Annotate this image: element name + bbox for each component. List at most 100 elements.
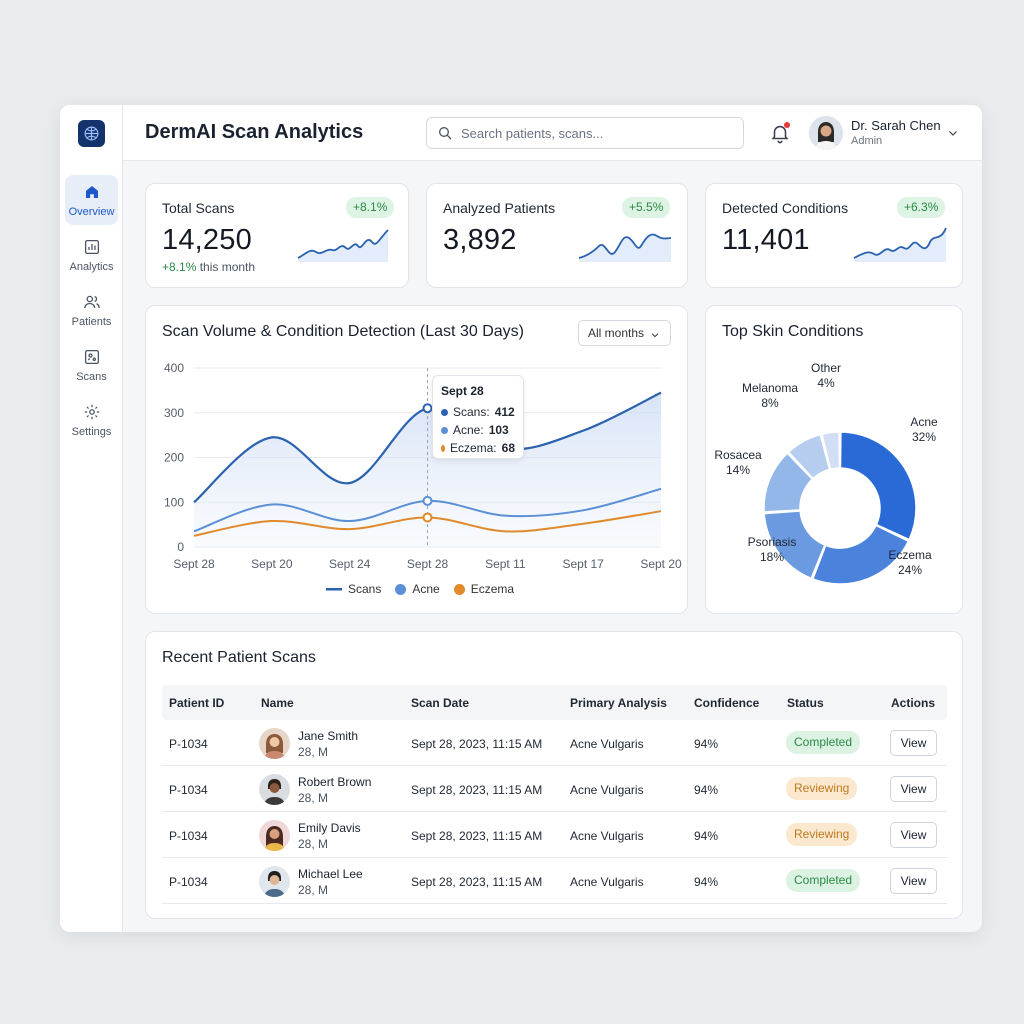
primary-analysis: Acne Vulgaris	[570, 783, 644, 797]
donut-slice-other[interactable]	[821, 431, 841, 471]
donut-slice-eczema[interactable]	[811, 524, 910, 585]
tooltip-value: 103	[488, 423, 509, 437]
kpi-subtext: +8.1% this month	[162, 260, 255, 274]
home-icon	[85, 185, 98, 198]
dropdown-value: All months	[588, 326, 645, 340]
tooltip-value: 412	[494, 405, 515, 419]
donut-slice-melanoma[interactable]	[787, 433, 831, 480]
kpi-value: 3,892	[443, 224, 517, 256]
tooltip-row-eczema: Eczema: 68	[441, 439, 515, 457]
table-row: P-1034 Jane Smith 28, M Sept 28, 2023, 1…	[162, 720, 947, 766]
legend-item-acne[interactable]: Acne	[395, 582, 440, 596]
view-button[interactable]: View	[890, 868, 937, 894]
view-button[interactable]: View	[890, 776, 937, 802]
recent-scans-card: Recent Patient Scans Patient ID Name Sca…	[145, 631, 963, 919]
column-header: Name	[261, 696, 294, 710]
user-name: Dr. Sarah Chen	[851, 118, 941, 133]
page-title: DermAI Scan Analytics	[145, 121, 364, 143]
brain-logo-icon[interactable]	[78, 120, 105, 147]
gear-icon	[84, 404, 99, 419]
donut-slice-rosacea[interactable]	[763, 452, 814, 513]
data-point-scans[interactable]	[422, 403, 433, 414]
y-tick-label: 100	[164, 495, 184, 509]
slice-name-label: Eczema	[888, 548, 932, 562]
view-button[interactable]: View	[890, 730, 937, 756]
legend-item-scans[interactable]: Scans	[326, 582, 381, 596]
kpi-label: Total Scans	[162, 200, 235, 216]
patient-id: P-1034	[169, 875, 208, 889]
y-tick-label: 0	[177, 540, 184, 554]
slice-name-label: Other	[811, 361, 841, 375]
view-button[interactable]: View	[890, 822, 937, 848]
legend-item-eczema[interactable]: Eczema	[453, 582, 514, 596]
search-input[interactable]	[461, 125, 721, 141]
sidebar-item-analytics[interactable]: Analytics	[65, 230, 118, 280]
avatar	[259, 820, 290, 851]
patient-name: Robert Brown	[298, 775, 372, 789]
slice-percent-label: 32%	[912, 430, 936, 444]
avatar	[809, 116, 843, 150]
data-point-acne[interactable]	[422, 495, 433, 506]
sidebar-item-scans[interactable]: Scans	[65, 340, 118, 390]
table-row: P-1034 Emily Davis 28, M Sept 28, 2023, …	[162, 812, 947, 858]
status-badge: Reviewing	[786, 823, 858, 846]
kpi-label: Detected Conditions	[722, 200, 849, 216]
patient-name: Michael Lee	[298, 867, 363, 881]
sparkline	[578, 233, 672, 262]
search-icon	[439, 127, 452, 140]
notification-dot	[784, 122, 790, 128]
donut-slice-acne[interactable]	[839, 431, 917, 541]
slice-percent-label: 4%	[817, 376, 835, 390]
sidebar-item-label: Overview	[68, 205, 115, 218]
scan-icon	[84, 349, 99, 364]
confidence: 94%	[694, 737, 719, 751]
x-tick-label: Sept 28	[173, 557, 215, 571]
chart-tooltip: Sept 28 Scans: 412 Acne: 103 Eczema: 68	[432, 375, 524, 459]
user-role: Admin	[851, 135, 883, 147]
change-badge: +8.1%	[346, 197, 395, 218]
kpi-label: Analyzed Patients	[443, 200, 556, 216]
tooltip-row-acne: Acne: 103	[441, 421, 515, 439]
confidence: 94%	[694, 829, 719, 843]
patient-meta: 28, M	[298, 745, 329, 759]
scan-volume-chart-card: Scan Volume & Condition Detection (Last …	[145, 305, 688, 614]
kpi-sub-label: this month	[199, 260, 256, 274]
patient-meta: 28, M	[298, 883, 329, 897]
top-bar: DermAI Scan Analytics Dr. Sarah Chen Adm…	[123, 105, 982, 161]
confidence: 94%	[694, 783, 719, 797]
change-badge: +6.3%	[897, 197, 946, 218]
kpi-sub-change: +8.1%	[162, 260, 197, 274]
column-header: Patient ID	[169, 696, 225, 710]
donut-slice-psoriasis[interactable]	[763, 510, 826, 580]
patient-name: Jane Smith	[298, 729, 359, 743]
notification-bell-icon[interactable]	[769, 122, 791, 144]
sidebar-item-patients[interactable]: Patients	[65, 285, 118, 335]
slice-name-label: Psoriasis	[748, 535, 797, 549]
search-box[interactable]	[426, 117, 744, 149]
data-point-eczema[interactable]	[422, 512, 433, 523]
scan-date: Sept 28, 2023, 11:15 AM	[411, 783, 543, 797]
user-menu[interactable]: Dr. Sarah Chen Admin	[809, 115, 979, 151]
chart-title: Scan Volume & Condition Detection (Last …	[162, 323, 524, 340]
month-filter-dropdown[interactable]: All months	[578, 320, 671, 346]
status-badge: Reviewing	[786, 777, 858, 800]
primary-analysis: Acne Vulgaris	[570, 875, 644, 889]
tooltip-label: Eczema:	[449, 441, 497, 455]
column-header: Actions	[891, 696, 936, 710]
scan-date: Sept 28, 2023, 11:15 AM	[411, 829, 543, 843]
y-tick-label: 400	[164, 361, 184, 375]
chevron-down-icon	[949, 131, 957, 136]
x-tick-label: Sept 11	[485, 557, 526, 571]
chart-legend: Scans Acne Eczema	[326, 582, 514, 596]
x-tick-label: Sept 17	[562, 557, 604, 571]
tooltip-label: Acne:	[453, 423, 484, 437]
sidebar-item-overview[interactable]: Overview	[65, 175, 118, 225]
scans-area	[194, 392, 661, 547]
bar-chart-icon	[84, 239, 99, 254]
column-header: Status	[787, 696, 824, 710]
table-row: P-1034 Robert Brown 28, M Sept 28, 2023,…	[162, 766, 947, 812]
tooltip-label: Scans:	[453, 405, 490, 419]
sidebar-item-settings[interactable]: Settings	[65, 395, 118, 445]
table-header: Patient ID Name Scan Date Primary Analys…	[162, 685, 947, 720]
